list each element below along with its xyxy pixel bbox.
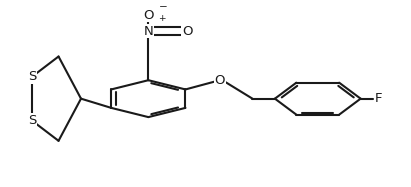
Text: N: N	[143, 24, 153, 38]
Text: S: S	[28, 70, 36, 83]
Text: O: O	[143, 9, 154, 22]
Text: O: O	[215, 74, 225, 87]
Text: F: F	[375, 92, 382, 105]
Text: S: S	[28, 114, 36, 127]
Text: −: −	[159, 2, 167, 12]
Text: O: O	[182, 24, 192, 38]
Text: +: +	[159, 14, 166, 23]
